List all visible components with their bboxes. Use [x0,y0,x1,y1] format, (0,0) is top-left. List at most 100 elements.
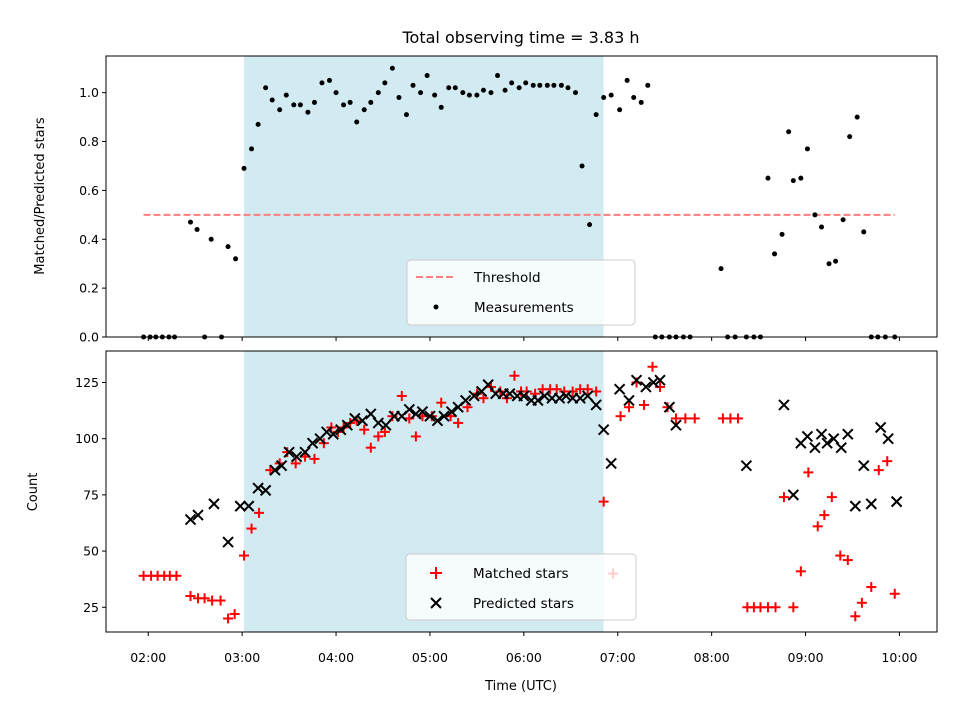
predicted-star-point [821,437,833,449]
predicted-star-stroke-b [283,446,295,458]
measurement-point [410,82,416,88]
predicted-star-stroke-b [184,513,197,526]
measurement-point [631,95,637,101]
predicted-star-stroke-b [320,426,333,438]
matched-star-point [282,447,293,458]
predicted-star-stroke-b [243,500,255,512]
predicted-star-stroke-b [787,489,800,501]
predicted-star-stroke-b [259,484,272,497]
predicted-star-point [613,383,626,395]
measurement-point [579,163,585,169]
matched-star-point [689,413,700,424]
measurement-point [208,236,214,242]
measurement-point [375,90,381,96]
measurement-point [311,99,317,105]
top-ytick-label: 0.8 [79,134,99,149]
xtick-label: 02:00 [130,650,166,665]
legend-threshold-label: Threshold [473,270,541,286]
measurement-point [572,90,578,96]
predicted-star-stroke-b [410,408,422,420]
predicted-star-point [581,390,594,402]
predicted-star-point [801,430,814,443]
matched-star-point [624,402,635,413]
measurement-point [438,104,444,110]
matched-star-point [215,595,226,606]
predicted-star-point [835,441,847,454]
measurement-point [502,87,508,93]
measurement-point [263,85,269,91]
top-ytick-label: 0.6 [79,183,99,198]
bottom-legend: Matched stars Predicted stars [405,553,637,621]
predicted-star-point [518,390,530,402]
measurement-point [516,85,522,91]
measurement-point [826,261,832,267]
x-axis-label: Time (UTC) [484,679,557,694]
matched-star-point [509,370,520,381]
top-axes-frame [105,55,938,338]
predicted-star-point [778,399,790,411]
predicted-star-point [647,376,660,389]
measurement-point [804,146,810,152]
measurement-point [326,77,332,83]
predicted-star-stroke-b [424,410,436,422]
predicted-star-point [482,379,494,391]
top-y-axis-label: Matched/Predicted stars [33,117,48,275]
measurement-point [544,82,550,88]
measurement-point [305,109,311,115]
matched-star-point [207,595,218,606]
measurement-point [452,85,458,91]
measurement-point [241,165,247,171]
matched-star-point [254,507,265,518]
legend-matched-label: Matched stars [473,566,569,582]
predicted-star-point [605,457,617,470]
measurement-point [537,82,543,88]
matched-star-point [819,510,830,521]
matched-star-point [171,570,182,581]
predicted-star-stroke-b [865,498,877,510]
bottom-axes-frame [105,350,938,633]
predicted-star-stroke-b [532,394,544,407]
top-ytick-label: 0.2 [79,281,99,296]
measurement-point [194,226,200,232]
matched-star-point [889,588,900,599]
matched-star-point [185,591,196,602]
measurement-points [141,65,898,340]
measurement-point [861,229,867,235]
predicted-star-stroke-b [890,495,903,508]
predicted-star-point [809,441,821,454]
xtick-label: 07:00 [600,650,636,665]
measurement-point [233,256,239,262]
matched-star-point [788,602,799,613]
measurement-point [840,217,846,223]
measurement-point [617,107,623,113]
matched-star-point [246,523,257,534]
measurement-point [786,129,792,135]
predicted-star-stroke-b [416,405,429,418]
measurement-point [432,92,438,98]
predicted-star-stroke-b [380,419,392,431]
predicted-star-stroke-b [801,430,814,443]
predicted-star-point [882,432,894,445]
bottom-ytick-label: 100 [75,431,99,446]
predicted-star-stroke-b [778,399,790,411]
predicted-star-stroke-b [482,379,494,391]
predicted-star-point [327,428,339,440]
predicted-star-point [858,459,870,472]
measurement-point [638,99,644,105]
measurement-point [255,121,261,127]
predicted-star-stroke-b [403,403,415,416]
predicted-star-point [815,428,828,440]
measurement-point [291,102,297,108]
predicted-star-point [184,513,197,526]
matched-star-point [778,492,789,503]
predicted-star-point [243,500,255,512]
predicted-star-point [275,459,288,472]
predicted-star-stroke-b [560,390,572,402]
matched-star-point [453,417,464,428]
predicted-star-stroke-b [335,423,347,436]
predicted-star-stroke-b [835,441,847,454]
bottom-legend-frame [405,553,637,621]
matched-star-point [462,402,473,413]
measurement-point [341,102,347,108]
